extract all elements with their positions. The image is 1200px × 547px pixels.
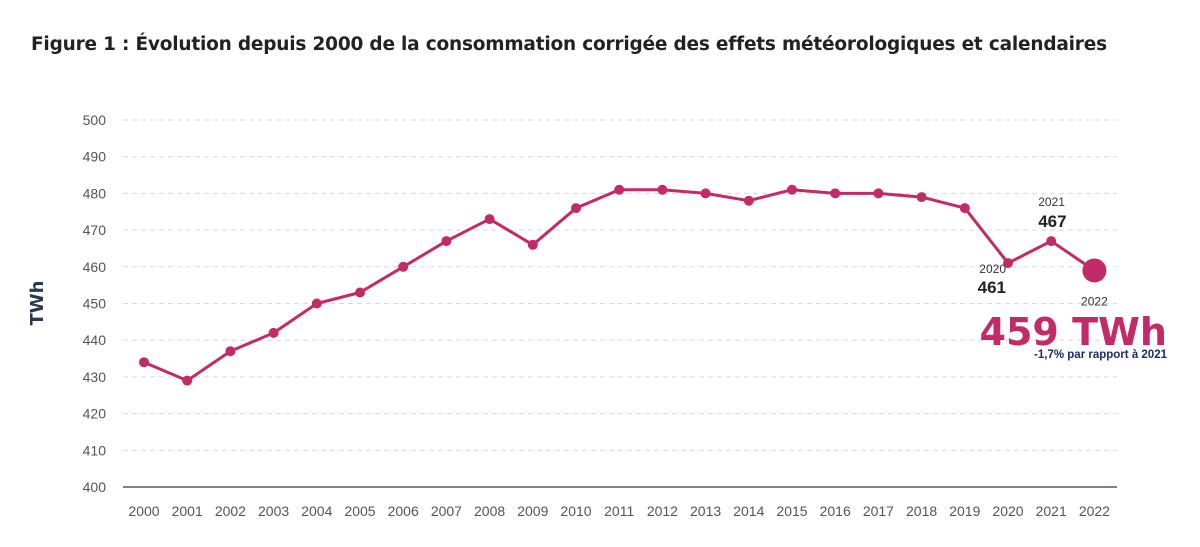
data-point bbox=[1003, 258, 1013, 269]
gridlines bbox=[123, 119, 1117, 451]
y-tick-label: 460 bbox=[83, 259, 107, 275]
data-point bbox=[527, 239, 538, 250]
y-tick-label: 480 bbox=[83, 185, 107, 201]
x-tick-label: 2013 bbox=[690, 503, 721, 519]
data-point bbox=[355, 287, 365, 298]
data-point bbox=[657, 184, 668, 195]
data-point bbox=[959, 203, 970, 214]
annotation-2022-value: 459 TWh bbox=[980, 310, 1167, 354]
x-tick-label: 2006 bbox=[388, 503, 419, 519]
chart-title: Figure 1 : Évolution depuis 2000 de la c… bbox=[31, 34, 1107, 55]
x-axis-ticks: 2000 2001 2002 2003 2004 2005 2006 2007 2008 2009… bbox=[128, 503, 1110, 519]
y-tick-label: 410 bbox=[83, 442, 107, 458]
annotation-2020-year: 2020 bbox=[979, 262, 1006, 276]
data-point bbox=[787, 184, 797, 195]
y-axis-ticks: 400 410 420 430 440 450 460 470 480 490 500 bbox=[83, 112, 107, 495]
data-point bbox=[1046, 236, 1057, 247]
x-tick-label: 2018 bbox=[906, 503, 937, 519]
x-tick-label: 2015 bbox=[776, 503, 807, 519]
x-tick-label: 2014 bbox=[733, 503, 764, 519]
x-tick-label: 2008 bbox=[474, 503, 505, 519]
y-axis-label: TWh bbox=[27, 281, 48, 326]
x-tick-label: 2012 bbox=[647, 503, 678, 519]
data-point bbox=[916, 192, 927, 203]
data-points bbox=[139, 184, 1107, 386]
annotation-2021-year: 2021 bbox=[1038, 195, 1065, 209]
data-point bbox=[873, 188, 884, 199]
data-point bbox=[182, 375, 193, 386]
x-tick-label: 2003 bbox=[258, 503, 289, 519]
x-tick-label: 2002 bbox=[215, 503, 246, 519]
y-tick-label: 450 bbox=[83, 296, 107, 312]
data-point bbox=[311, 298, 322, 309]
data-point bbox=[139, 357, 149, 368]
annotation-2022-year: 2022 bbox=[1081, 294, 1108, 308]
data-point bbox=[225, 346, 236, 357]
data-point bbox=[571, 203, 581, 214]
data-point bbox=[743, 195, 754, 206]
data-point bbox=[484, 214, 495, 225]
x-tick-label: 2022 bbox=[1079, 503, 1110, 519]
x-tick-label: 2021 bbox=[1036, 503, 1067, 519]
data-point bbox=[398, 261, 409, 272]
x-tick-label: 2001 bbox=[172, 503, 203, 519]
series-line bbox=[143, 188, 1096, 383]
x-tick-label: 2004 bbox=[301, 503, 332, 519]
annotation-2022-note: -1,7% par rapport à 2021 bbox=[1034, 349, 1168, 361]
x-tick-label: 2007 bbox=[431, 503, 462, 519]
data-point bbox=[614, 184, 625, 195]
data-point bbox=[830, 188, 841, 199]
y-tick-label: 430 bbox=[83, 369, 107, 385]
x-tick-label: 2010 bbox=[560, 503, 591, 519]
y-tick-label: 440 bbox=[83, 332, 107, 348]
x-tick-label: 2000 bbox=[128, 503, 159, 519]
annotation-2020-value: 461 bbox=[978, 278, 1006, 297]
x-tick-label: 2009 bbox=[517, 503, 548, 519]
data-point-highlight bbox=[1082, 258, 1107, 283]
x-tick-label: 2017 bbox=[863, 503, 894, 519]
y-tick-label: 400 bbox=[83, 479, 107, 495]
y-tick-label: 500 bbox=[83, 112, 107, 128]
x-tick-label: 2011 bbox=[604, 503, 634, 519]
y-tick-label: 470 bbox=[83, 222, 107, 238]
data-point bbox=[441, 236, 452, 247]
x-tick-label: 2005 bbox=[344, 503, 375, 519]
x-tick-label: 2019 bbox=[949, 503, 980, 519]
y-tick-label: 490 bbox=[83, 149, 107, 165]
y-tick-label: 420 bbox=[83, 406, 107, 422]
x-tick-label: 2020 bbox=[992, 503, 1023, 519]
annotation-2021-value: 467 bbox=[1038, 212, 1066, 231]
data-point bbox=[700, 188, 711, 199]
x-tick-label: 2016 bbox=[820, 503, 851, 519]
data-point bbox=[268, 327, 279, 338]
